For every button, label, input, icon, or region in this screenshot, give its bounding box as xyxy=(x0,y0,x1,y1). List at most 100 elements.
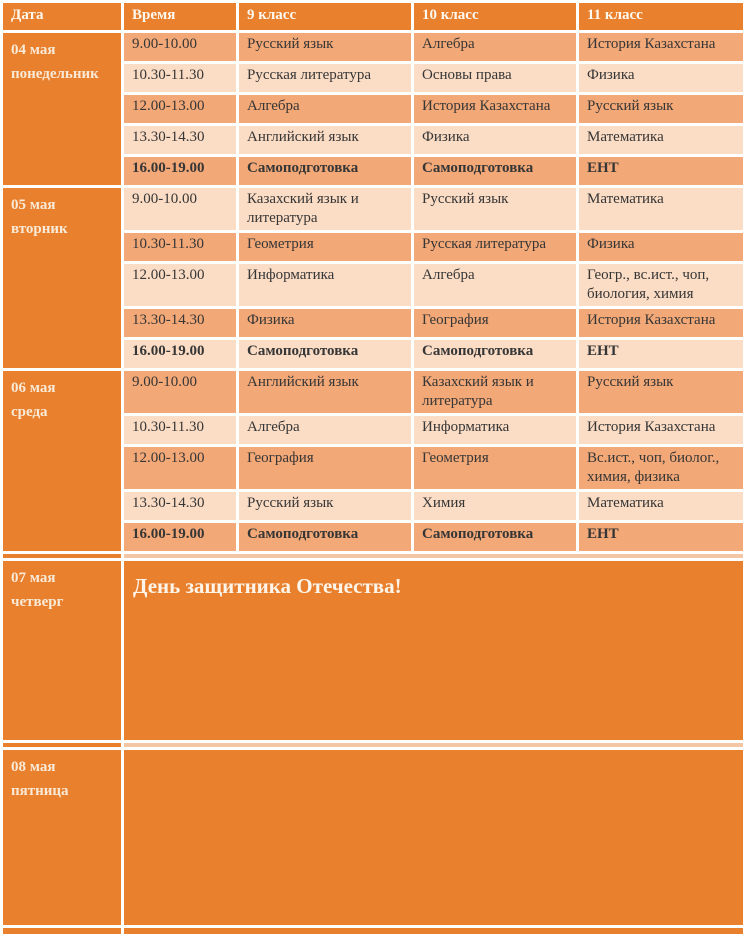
lesson-cell-grade11: Русский язык xyxy=(579,371,743,413)
schedule-row: 13.30-14.30 Физика География История Казахс… xyxy=(3,309,743,337)
date-label: 08 мая xyxy=(11,759,56,775)
spacer-row xyxy=(3,554,743,558)
bottom-border-strip xyxy=(124,928,743,934)
lesson-cell-grade9: Английский язык xyxy=(239,126,411,154)
lesson-cell-grade9: Физика xyxy=(239,309,411,337)
header-cell-time: Время xyxy=(124,3,236,30)
lesson-cell-grade9: Русская литература xyxy=(239,64,411,92)
time-cell: 10.30-11.30 xyxy=(124,233,236,261)
date-label: 07 мая xyxy=(11,570,56,586)
schedule-row: 16.00-19.00 Самоподготовка Самоподготовка Е… xyxy=(3,340,743,368)
spacer-date-cell xyxy=(3,743,121,747)
bottom-border-row xyxy=(3,928,743,934)
date-cell: 05 мая вторник xyxy=(3,188,121,368)
lesson-cell-grade11: Математика xyxy=(579,188,743,230)
lesson-cell-grade11: Русский язык xyxy=(579,95,743,123)
lesson-cell-grade10: Алгебра xyxy=(414,264,576,306)
spacer-row xyxy=(3,743,743,747)
time-cell: 9.00-10.00 xyxy=(124,33,236,61)
time-cell: 13.30-14.30 xyxy=(124,126,236,154)
empty-day-banner xyxy=(124,750,743,925)
lesson-cell-grade10: Физика xyxy=(414,126,576,154)
time-cell: 12.00-13.00 xyxy=(124,95,236,123)
lesson-cell-grade10: Казахский язык и литература xyxy=(414,371,576,413)
header-cell-date: Дата xyxy=(3,3,121,30)
schedule-row: 05 мая вторник 9.00-10.00 Казахский язык и … xyxy=(3,188,743,368)
date-cell: 08 мая пятница xyxy=(3,750,121,925)
lesson-cell-grade9: Информатика xyxy=(239,264,411,306)
date-cell: 04 мая понедельник xyxy=(3,33,121,185)
header-cell-grade11: 11 класс xyxy=(579,3,743,30)
lesson-cell-grade10: Химия xyxy=(414,492,576,520)
header-row: Дата Время 9 класс 10 класс 11 класс xyxy=(3,3,743,30)
weekday-label: понедельник xyxy=(11,66,99,82)
time-cell: 10.30-11.30 xyxy=(124,64,236,92)
lesson-cell-grade10: Русская литература xyxy=(414,233,576,261)
schedule-row: 06 мая среда 9.00-10.00 Английский язык Каза… xyxy=(3,371,743,551)
lesson-cell-grade11: ЕНТ xyxy=(579,340,743,368)
lesson-cell-grade11: История Казахстана xyxy=(579,416,743,444)
weekday-label: вторник xyxy=(11,221,68,237)
time-cell: 16.00-19.00 xyxy=(124,523,236,551)
lesson-cell-grade9: Алгебра xyxy=(239,95,411,123)
time-cell: 9.00-10.00 xyxy=(124,371,236,413)
lesson-cell-grade10: Самоподготовка xyxy=(414,340,576,368)
lesson-cell-grade9: Английский язык xyxy=(239,371,411,413)
spacer-strip xyxy=(124,743,743,747)
time-cell: 16.00-19.00 xyxy=(124,157,236,185)
day-banner-row: 07 мая четверг День защитника Отечества! xyxy=(3,561,743,740)
schedule-row: 12.00-13.00 Информатика Алгебра Геогр., вс.… xyxy=(3,264,743,306)
date-cell: 07 мая четверг xyxy=(3,561,121,740)
date-label: 05 мая xyxy=(11,197,56,213)
weekday-label: четверг xyxy=(11,594,64,610)
header-cell-grade9: 9 класс xyxy=(239,3,411,30)
lesson-cell-grade11: ЕНТ xyxy=(579,523,743,551)
schedule-row: 10.30-11.30 Алгебра Информатика История Каз… xyxy=(3,416,743,444)
lesson-cell-grade9: Самоподготовка xyxy=(239,523,411,551)
lesson-cell-grade11: Вс.ист., чоп, биолог., химия, физика xyxy=(579,447,743,489)
lesson-cell-grade10: Основы права xyxy=(414,64,576,92)
weekday-label: пятница xyxy=(11,783,69,799)
lesson-cell-grade11: История Казахстана xyxy=(579,309,743,337)
lesson-cell-grade10: Алгебра xyxy=(414,33,576,61)
lesson-cell-grade9: Геометрия xyxy=(239,233,411,261)
time-cell: 10.30-11.30 xyxy=(124,416,236,444)
spacer-date-cell xyxy=(3,554,121,558)
lesson-cell-grade9: Самоподготовка xyxy=(239,340,411,368)
lesson-cell-grade10: География xyxy=(414,309,576,337)
lesson-cell-grade11: История Казахстана xyxy=(579,33,743,61)
schedule-row: 10.30-11.30 Русская литература Основы прав… xyxy=(3,64,743,92)
lesson-cell-grade9: География xyxy=(239,447,411,489)
lesson-cell-grade10: Самоподготовка xyxy=(414,157,576,185)
schedule-row: 12.00-13.00 Алгебра История Казахстана Русс… xyxy=(3,95,743,123)
lesson-cell-grade9: Самоподготовка xyxy=(239,157,411,185)
lesson-cell-grade9: Казахский язык и литература xyxy=(239,188,411,230)
bottom-border-date-cell xyxy=(3,928,121,934)
schedule-row: 04 мая понедельник 9.00-10.00 Русский язык А… xyxy=(3,33,743,185)
date-cell: 06 мая среда xyxy=(3,371,121,551)
schedule-body: 04 мая понедельник 9.00-10.00 Русский язык А… xyxy=(3,33,743,934)
lesson-cell-grade11: Физика xyxy=(579,64,743,92)
time-cell: 16.00-19.00 xyxy=(124,340,236,368)
schedule-row: 10.30-11.30 Геометрия Русская литература Фи… xyxy=(3,233,743,261)
lesson-cell-grade9: Алгебра xyxy=(239,416,411,444)
lesson-cell-grade10: История Казахстана xyxy=(414,95,576,123)
lesson-cell-grade10: Самоподготовка xyxy=(414,523,576,551)
date-label: 06 мая xyxy=(11,380,56,396)
lesson-cell-grade9: Русский язык xyxy=(239,492,411,520)
schedule-row: 13.30-14.30 Английский язык Физика Математи… xyxy=(3,126,743,154)
schedule-row: 16.00-19.00 Самоподготовка Самоподготовка Е… xyxy=(3,523,743,551)
time-cell: 13.30-14.30 xyxy=(124,492,236,520)
time-cell: 9.00-10.00 xyxy=(124,188,236,230)
lesson-cell-grade11: Геогр., вс.ист., чоп, биология, химия xyxy=(579,264,743,306)
lesson-cell-grade11: Физика xyxy=(579,233,743,261)
schedule-row: 16.00-19.00 Самоподготовка Самоподготовка Е… xyxy=(3,157,743,185)
time-cell: 12.00-13.00 xyxy=(124,264,236,306)
lesson-cell-grade10: Информатика xyxy=(414,416,576,444)
schedule-row: 13.30-14.30 Русский язык Химия Математика xyxy=(3,492,743,520)
spacer-strip xyxy=(124,554,743,558)
time-cell: 12.00-13.00 xyxy=(124,447,236,489)
holiday-banner: День защитника Отечества! xyxy=(124,561,743,740)
day-banner-row: 08 мая пятница xyxy=(3,750,743,925)
